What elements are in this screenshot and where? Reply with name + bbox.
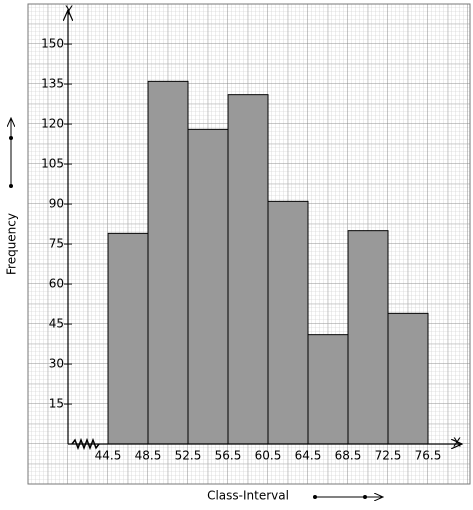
x-tick-label: 56.5: [215, 449, 242, 463]
x-tick-label: 76.5: [415, 449, 442, 463]
y-axis-label: Frequency: [5, 213, 19, 275]
x-arrow-dot: [363, 495, 367, 499]
x-tick-label: 68.5: [335, 449, 362, 463]
y-tick-label: 135: [41, 77, 64, 91]
y-tick-label: 90: [49, 197, 64, 211]
bar: [307, 334, 349, 445]
y-tick-label: 120: [41, 117, 64, 131]
axis-break: [71, 437, 100, 451]
y-tick-label: 30: [49, 357, 64, 371]
y-arrow-dot: [9, 184, 13, 188]
x-axis-label: Class-Interval: [207, 489, 289, 503]
x-tick-label: 48.5: [135, 449, 162, 463]
x-axis-name: X: [453, 436, 461, 450]
x-tick-label: 44.5: [95, 449, 122, 463]
x-tick-label: 72.5: [375, 449, 402, 463]
x-arrow-dot: [313, 495, 317, 499]
bar: [147, 80, 189, 445]
y-tick-label: 105: [41, 157, 64, 171]
y-arrow-dot: [9, 136, 13, 140]
y-tick-label: 150: [41, 37, 64, 51]
bar: [107, 232, 149, 445]
bar: [347, 230, 389, 445]
y-axis-name: Y: [64, 4, 73, 18]
y-tick-label: 75: [49, 237, 64, 251]
bar: [387, 312, 429, 445]
y-tick-label: 15: [49, 397, 64, 411]
x-tick-label: 60.5: [255, 449, 282, 463]
x-tick-label: 64.5: [295, 449, 322, 463]
x-tick-label: 52.5: [175, 449, 202, 463]
bar: [187, 128, 229, 445]
bar: [267, 200, 309, 445]
y-tick-label: 60: [49, 277, 64, 291]
bar: [227, 94, 269, 445]
y-tick-label: 45: [49, 317, 64, 331]
